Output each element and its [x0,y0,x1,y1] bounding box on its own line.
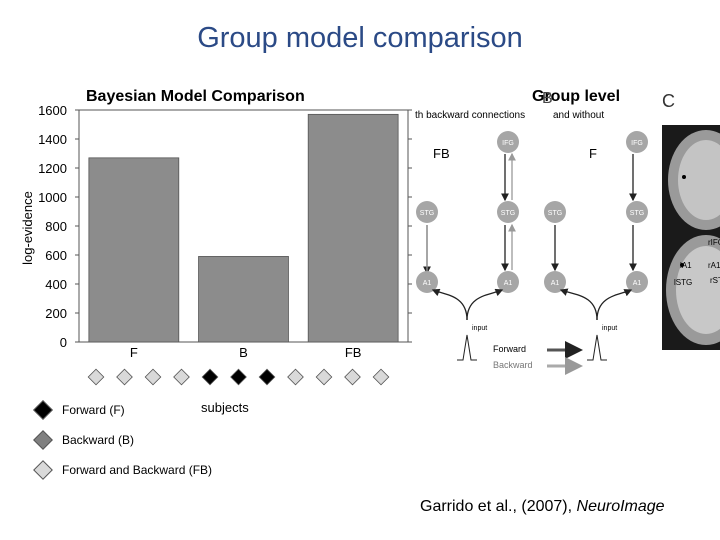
subject-diamond-1 [87,368,105,386]
subject-diamond-7 [258,368,276,386]
svg-text:input: input [472,325,487,332]
svg-text:STG: STG [420,210,434,217]
panel-c-letter: C [662,91,675,111]
fb-model-label: FB [433,146,450,161]
svg-text:STG: STG [548,210,562,217]
x-tick-label: F [130,345,138,360]
f-ifg-node [626,131,648,153]
svg-text:STG: STG [630,210,644,217]
y-tick-label: 400 [45,277,67,292]
f-model-label: F [589,146,597,161]
legend-item-backward: Backward (B) [30,428,134,452]
bar-FB [307,113,399,343]
svg-text:A1: A1 [504,280,513,287]
citation-journal: NeuroImage [576,498,665,515]
group-level-title: Group level [532,88,621,105]
forward-arrow-label: Forward [493,344,526,354]
f-a1-left-node [544,271,566,293]
x-tick-label: B [239,345,248,360]
citation: Garrido et al., (2007), NeuroImage [420,498,665,515]
header-left: th backward connections [415,110,525,121]
forward-diamond-icon [33,400,53,420]
backward-arrow-label: Backward [493,360,533,370]
fb-stg-left-node [416,201,438,223]
svg-text:input: input [602,325,617,332]
brain-label: lSTG [674,278,692,287]
x-tick-label: FB [345,345,362,360]
bar-F [88,157,180,343]
forward-backward-diamond-icon [33,460,53,480]
legend-item-forward-backward: Forward and Backward (FB) [30,458,212,482]
svg-text:A1: A1 [423,280,432,287]
legend-label: Backward (B) [62,433,135,447]
legend-label: Forward and Backward (FB) [62,463,213,477]
brain-label: lA1 [680,261,692,270]
f-stg-left-node [544,201,566,223]
fb-stg-right-node [497,201,519,223]
y-tick-label: 1200 [38,161,67,176]
y-axis-label: log-evidence [20,191,35,265]
subject-markers [87,368,390,386]
legend-item-forward: Forward (F) [30,398,125,422]
y-tick-label: 200 [45,306,67,321]
brain-label: rA1 [708,261,720,270]
y-tick-label: 1600 [38,103,67,118]
y-tick-label: 1000 [38,190,67,205]
f-stg-right-node [626,201,648,223]
brain-label: rSTG [710,276,720,285]
legend-label: Forward (F) [62,403,125,417]
y-tick-label: 1400 [38,132,67,147]
svg-text:A1: A1 [551,280,560,287]
y-tick-label: 0 [60,335,67,350]
svg-text:STG: STG [501,210,515,217]
y-tick-label: 600 [45,248,67,263]
subject-diamond-2 [116,368,133,386]
chart-title: Bayesian Model Comparison [86,88,305,105]
subjects-row [87,368,390,386]
f-a1-right-node [626,271,648,293]
brain-label: rIFG [708,238,720,247]
y-tick-label: 800 [45,219,67,234]
fb-a1-left-node [416,271,438,293]
slide-title: Group model comparison [197,22,523,54]
subject-diamond-3 [144,368,162,386]
subjects-label: subjects [201,400,249,415]
bar-B [198,256,289,343]
svg-text:IFG: IFG [502,140,514,147]
backward-diamond-icon [33,430,53,450]
subject-diamond-8 [287,368,304,386]
fb-a1-right-node [497,271,519,293]
subject-diamond-5 [201,368,219,386]
subject-diamond-11 [372,368,390,386]
brain-images: rIFG lA1 rA1 lSTG rSTG [662,125,720,350]
svg-text:A1: A1 [633,280,642,287]
header-right: and without [553,110,604,121]
network-diagram: th backward connections and without FB F… [415,110,648,375]
fb-ifg-node [497,131,519,153]
subject-diamond-6 [230,368,247,386]
subject-diamond-9 [315,368,333,386]
panel-b-letter: B [542,90,553,107]
chart-bars [88,113,399,343]
subject-diamond-10 [344,368,361,386]
svg-text:IFG: IFG [631,140,643,147]
subject-diamond-4 [173,368,190,386]
